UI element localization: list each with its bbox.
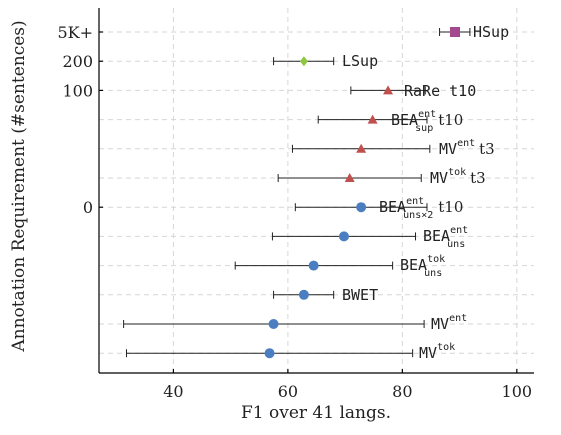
label-lsup: LSup: [342, 52, 378, 70]
markers: [264, 27, 461, 359]
label-rare: BEA RaRe t10: [404, 82, 476, 100]
label-mv-tok-t3: MVtok t3: [430, 167, 486, 187]
grid-layer: [99, 8, 534, 373]
x-tick-label: 40: [163, 382, 183, 401]
error-bars: [123, 28, 471, 358]
triangle-marker: [367, 114, 378, 124]
circle-marker: [264, 348, 275, 359]
y-tick-label: 0: [83, 198, 93, 217]
y-tick-label: 100: [62, 81, 93, 100]
diamond-marker: [299, 56, 308, 67]
label-bea-unsx2-ent: BEAent uns×2 t10: [379, 196, 463, 221]
circle-marker: [308, 260, 319, 271]
axes-layer: [98, 8, 534, 374]
y-tick-label: 200: [62, 52, 93, 71]
y-ticks: 5K+ 200 100 0: [57, 23, 103, 217]
y-axis-title: Annotation Requirement (#sentences): [9, 20, 29, 352]
label-bwet: BWET: [342, 286, 378, 304]
triangle-marker: [383, 85, 394, 95]
label-rare-text: RaRe t10: [404, 82, 476, 100]
label-mv-ent-t3: MVent t3: [439, 138, 495, 158]
circle-marker: [338, 231, 349, 242]
circle-marker: [268, 319, 279, 329]
circle-marker: [356, 202, 367, 213]
square-marker: [450, 27, 461, 37]
triangle-marker: [344, 173, 355, 182]
x-tick-label: 60: [278, 382, 298, 401]
y-tick-label: 5K+: [57, 23, 93, 42]
x-axis-title: F1 over 41 langs.: [241, 403, 391, 423]
circle-marker: [298, 289, 309, 300]
x-ticks: 40 60 80 100: [163, 369, 532, 401]
x-tick-label: 80: [392, 382, 412, 401]
label-mv-ent: MVent: [431, 313, 467, 333]
label-bea-sup-ent: BEAent sup t10: [391, 109, 463, 134]
x-tick-label: 100: [502, 382, 533, 401]
label-mv-tok: MVtok: [419, 342, 455, 362]
label-bea-uns-ent: BEAent uns: [423, 225, 468, 250]
triangle-marker: [356, 143, 367, 153]
label-hsup: HSup: [473, 23, 509, 41]
label-bea-uns-tok: BEAtok uns: [400, 254, 445, 279]
